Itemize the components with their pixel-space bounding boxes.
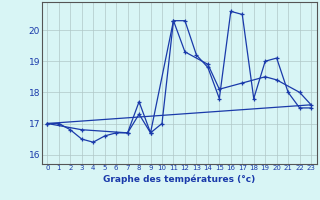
X-axis label: Graphe des températures (°c): Graphe des températures (°c) bbox=[103, 174, 255, 184]
